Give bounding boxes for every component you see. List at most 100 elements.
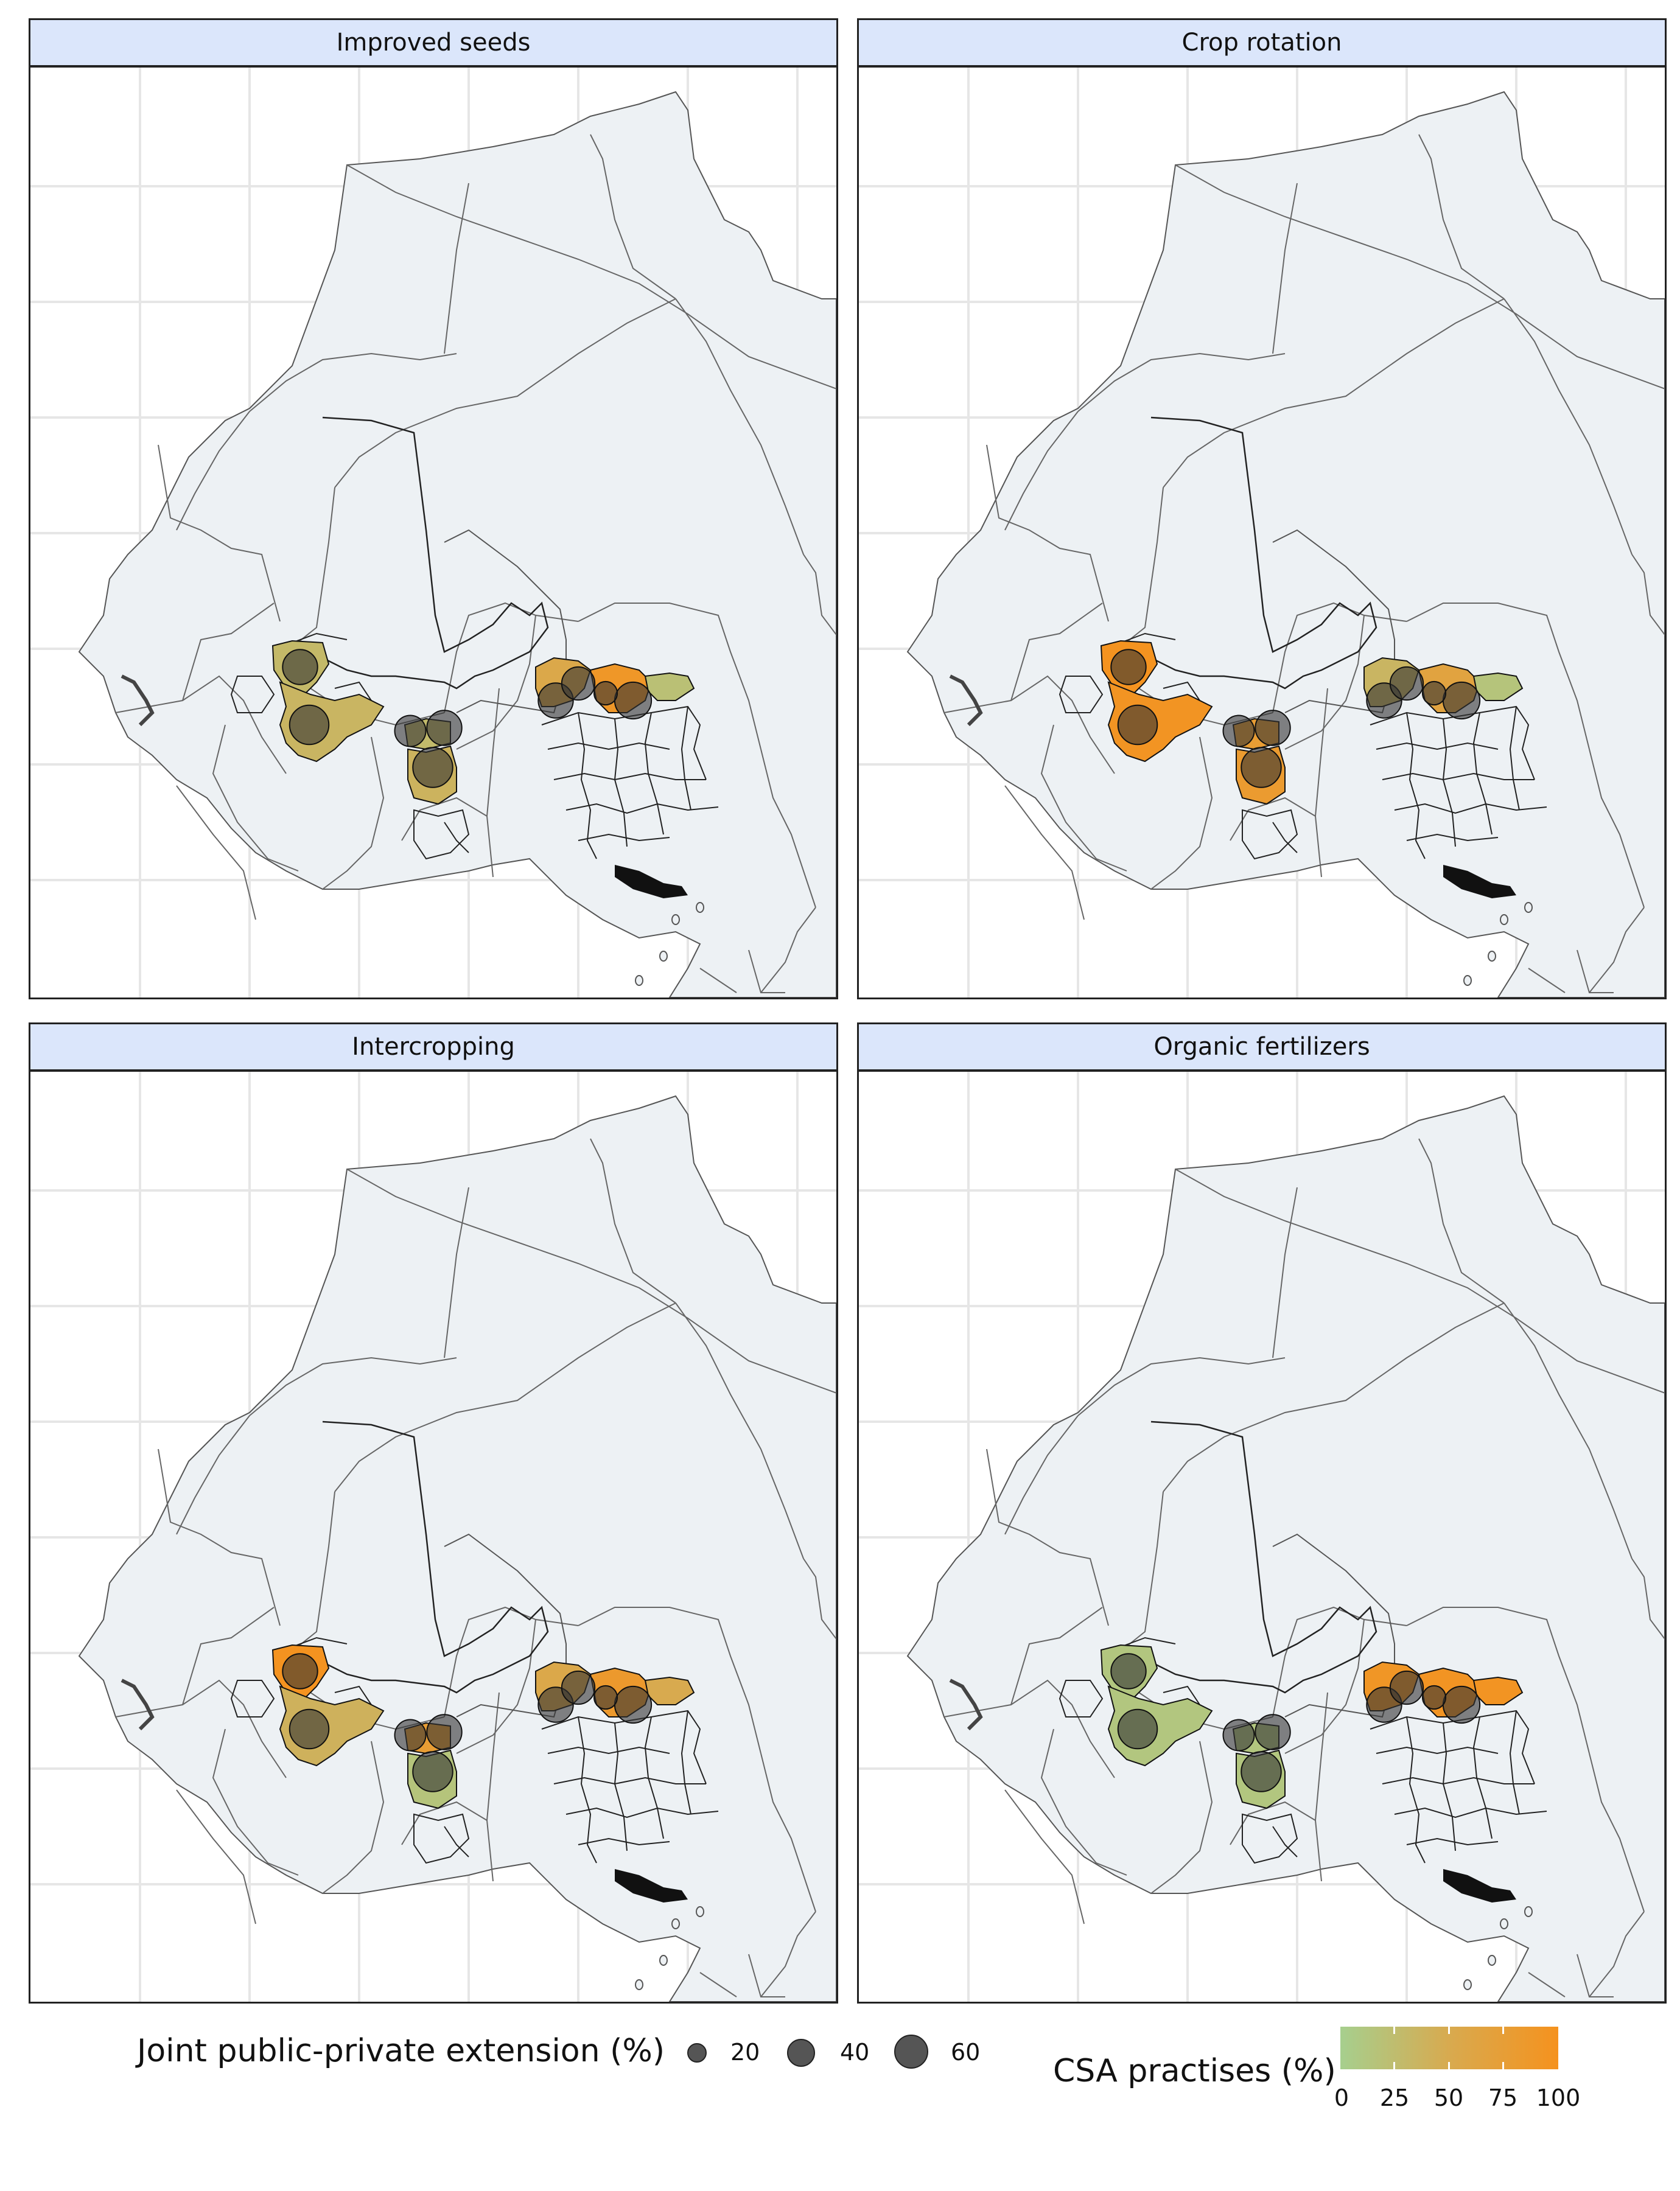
size-legend-label: 60 (951, 2039, 981, 2066)
island (696, 902, 704, 913)
admin-boundary (1406, 1837, 1499, 1846)
country-border (1004, 785, 1085, 920)
country-border (334, 1302, 676, 1492)
country-border (1503, 1302, 1633, 1559)
admin-boundary (1376, 1746, 1499, 1755)
country-border (1272, 602, 1407, 713)
country-border (1150, 736, 1213, 890)
country-border (322, 416, 549, 690)
extension-bubble (1442, 1685, 1481, 1724)
admin-boundary (1120, 1637, 1176, 1648)
country-border (1314, 688, 1328, 878)
extension-bubble (1241, 1751, 1282, 1792)
country-border (1163, 1302, 1505, 1492)
map-area (29, 66, 838, 999)
country-border (1418, 1138, 1505, 1304)
country-border (748, 1954, 785, 1997)
coastal-islands (949, 674, 983, 727)
panel-title: Crop rotation (857, 18, 1667, 67)
island (635, 1979, 643, 1990)
extension-bubble (282, 649, 318, 685)
size-legend-circle (687, 2043, 707, 2063)
country-border (1175, 1169, 1665, 1394)
size-legend-label: 40 (840, 2039, 870, 2066)
extension-bubble (1442, 681, 1481, 720)
admin-boundary (292, 632, 348, 643)
size-legend-label: 20 (730, 2039, 760, 2066)
country-border (943, 675, 1115, 774)
legend: Joint public-private extension (%) 20 40… (0, 2027, 1680, 2173)
admin-boundary (565, 1807, 719, 1819)
map-area (857, 1070, 1667, 2004)
island (1524, 902, 1533, 913)
extension-bubble (1389, 1670, 1424, 1705)
extension-bubble (426, 1714, 463, 1750)
color-legend-tick-label: 0 (1334, 2084, 1349, 2111)
color-legend-tick (1448, 2027, 1450, 2034)
extension-bubble (412, 747, 453, 788)
lagoon (615, 865, 688, 898)
admin-boundary (553, 1777, 706, 1785)
country-border (176, 785, 256, 920)
color-legend-title: CSA practises (%) (1053, 2053, 1336, 2089)
admin-boundary (1272, 1826, 1298, 1857)
country-border (115, 675, 287, 774)
size-legend-circle (894, 2035, 928, 2069)
island (659, 951, 668, 962)
island (1488, 1955, 1496, 1966)
panel-title: Improved seeds (29, 18, 838, 67)
country-border (115, 1679, 287, 1778)
country-border (1077, 1357, 1286, 1416)
coastal-islands (949, 1679, 983, 1731)
admin-boundary (1442, 718, 1456, 847)
island (1488, 951, 1496, 962)
size-legend-item: 40 (785, 2027, 869, 2072)
map-svg (30, 1072, 836, 2002)
country-border (1040, 724, 1127, 872)
size-legend-title: Joint public-private extension (%) (137, 2033, 665, 2069)
island (1524, 1906, 1533, 1917)
admin-boundary (1163, 1685, 1200, 1705)
country-border (182, 1607, 275, 1705)
color-legend-tick-label: 100 (1536, 2084, 1581, 2111)
color-legend-tick (1502, 2027, 1504, 2034)
country-border (1010, 603, 1103, 701)
color-legend-tick (1448, 2062, 1450, 2069)
country-border (1528, 1972, 1566, 1997)
country-border (212, 1728, 299, 1876)
admin-boundary (1509, 1710, 1520, 1815)
extension-bubble (1222, 1719, 1255, 1752)
island (1500, 1918, 1508, 1929)
country-border (1272, 529, 1395, 714)
country-border (285, 1491, 335, 1657)
island (1463, 1979, 1472, 1990)
country-border (444, 1187, 469, 1358)
admin-boundary (1059, 676, 1104, 713)
country-border (590, 134, 676, 299)
admin-boundary (1370, 705, 1535, 780)
country-border (334, 298, 676, 488)
country-border (1150, 416, 1377, 690)
country-border (943, 1679, 1115, 1778)
extension-bubble (1421, 1685, 1447, 1710)
country-border (748, 949, 785, 993)
admin-boundary (1406, 1716, 1426, 1864)
admin-boundary (1376, 742, 1499, 750)
extension-bubble (593, 680, 618, 706)
island (671, 914, 680, 925)
coastal-islands (121, 674, 155, 727)
island (659, 1955, 668, 1966)
extension-bubble (614, 681, 653, 720)
country-border (1406, 1607, 1590, 1754)
admin-boundary (1382, 1777, 1535, 1785)
country-border (1004, 1789, 1085, 1924)
extension-bubble (1389, 666, 1424, 701)
country-border (444, 1533, 567, 1718)
panel-title: Intercropping (29, 1022, 838, 1071)
country-border (285, 487, 335, 652)
admin-boundary (1406, 712, 1426, 859)
country-border (249, 352, 457, 412)
country-border (176, 411, 250, 531)
country-border (1589, 907, 1645, 993)
country-border (1528, 968, 1566, 993)
